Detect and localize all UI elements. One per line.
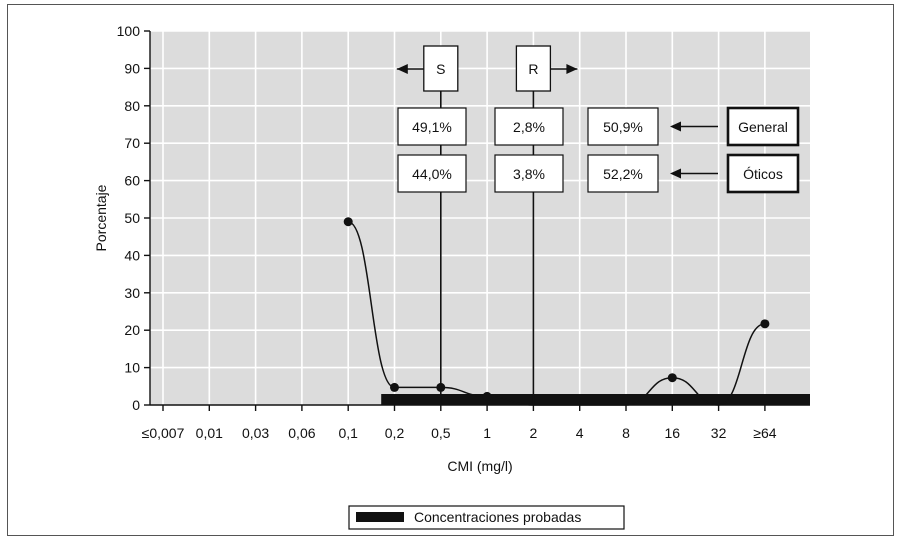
legend: Concentraciones probadas xyxy=(348,505,625,530)
y-tick-label: 30 xyxy=(124,285,140,301)
y-tick-label: 20 xyxy=(124,322,140,338)
percent-value: 44,0% xyxy=(412,166,452,182)
percent-value: 2,8% xyxy=(513,119,545,135)
percent-value: 50,9% xyxy=(603,119,643,135)
y-axis-label: Porcentaje xyxy=(93,184,109,251)
group-label: General xyxy=(738,119,788,135)
percent-value: 49,1% xyxy=(412,119,452,135)
data-point xyxy=(760,319,770,329)
group-arrow-head xyxy=(670,121,681,132)
x-tick-label: 0,06 xyxy=(288,425,315,441)
x-tick-label: 8 xyxy=(622,425,630,441)
group-label: Óticos xyxy=(743,166,783,182)
breakpoint-box xyxy=(515,45,552,92)
percent-box xyxy=(587,107,659,146)
breakpoint-label: R xyxy=(528,61,538,77)
tested-concentrations-bar xyxy=(381,394,810,405)
y-tick-label: 60 xyxy=(124,173,140,189)
percent-boxes: 49,1% 2,8% 50,9% General 44,0% 3,8% 52,2% Ótico… xyxy=(397,106,800,194)
breakpoint-label: S xyxy=(436,61,445,77)
data-point xyxy=(343,217,353,227)
x-tick-label: ≤0,007 xyxy=(142,425,185,441)
legend-entry: Concentraciones probadas xyxy=(414,509,581,525)
percent-value: 3,8% xyxy=(513,166,545,182)
breakpoint-box xyxy=(423,45,459,92)
percent-box xyxy=(587,154,659,193)
group-arrow-head xyxy=(670,168,681,179)
breakpoint-arrow-head xyxy=(566,64,578,74)
y-tick-label: 70 xyxy=(124,135,140,151)
x-tick-label: ≥64 xyxy=(753,425,776,441)
data-point xyxy=(482,391,492,401)
y-tick-label: 90 xyxy=(124,60,140,76)
x-axis-label: CMI (mg/l) xyxy=(447,458,512,474)
y-tick-label: 80 xyxy=(124,98,140,114)
x-tick-label: 0,2 xyxy=(385,425,405,441)
x-tick-label: 1 xyxy=(483,425,491,441)
percent-value: 52,2% xyxy=(603,166,643,182)
y-tick-label: 40 xyxy=(124,247,140,263)
x-axis: ≤0,007 0,01 0,03 0,06 0,1 0,2 0,5 1 2 4 8 16 32 ≥64 xyxy=(142,404,810,441)
x-tick-label: 0,1 xyxy=(338,425,358,441)
y-tick-label: 10 xyxy=(124,360,140,376)
x-tick-label: 4 xyxy=(576,425,584,441)
x-tick-label: 0,5 xyxy=(431,425,451,441)
breakpoint-arrow-head xyxy=(396,64,408,74)
percent-box xyxy=(397,107,467,146)
y-tick-label: 100 xyxy=(117,23,141,39)
x-tick-label: 0,03 xyxy=(242,425,269,441)
y-axis: 0 10 20 30 40 50 60 70 80 90 100 xyxy=(117,23,151,413)
data-point xyxy=(667,373,677,383)
percent-box xyxy=(494,107,564,146)
y-tick-label: 0 xyxy=(132,397,140,413)
figure-frame xyxy=(7,4,894,536)
tested-bar xyxy=(381,394,810,405)
x-tick-label: 32 xyxy=(711,425,727,441)
legend-box xyxy=(348,505,625,530)
y-tick-label: 50 xyxy=(124,210,140,226)
x-tick-label: 2 xyxy=(530,425,538,441)
group-box xyxy=(726,106,800,147)
percent-box xyxy=(494,154,564,193)
x-tick-label: 0,01 xyxy=(196,425,223,441)
x-tick-label: 16 xyxy=(665,425,681,441)
data-point xyxy=(390,382,399,392)
group-box xyxy=(726,153,800,194)
legend-swatch xyxy=(356,512,404,522)
percent-box xyxy=(397,154,467,193)
